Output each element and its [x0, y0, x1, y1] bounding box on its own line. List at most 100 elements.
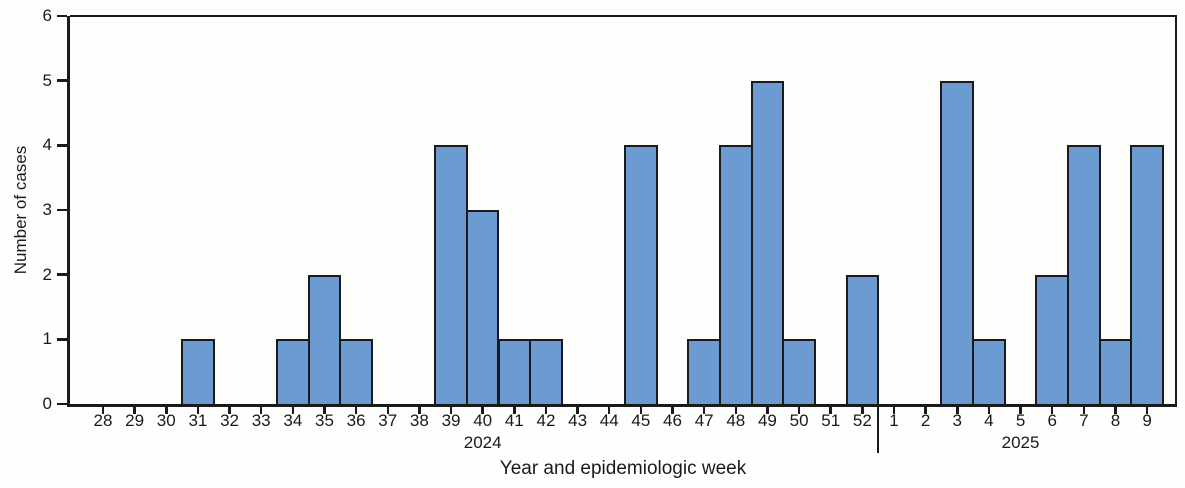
week-label: 31 — [188, 411, 208, 430]
case-bar — [782, 339, 816, 404]
x-axis-tick — [481, 407, 484, 414]
week-label: 9 — [1142, 411, 1152, 430]
week-label: 1 — [889, 411, 899, 430]
week-label: 43 — [568, 411, 588, 430]
x-axis-tick — [797, 407, 801, 414]
y-tick-label: 6 — [42, 6, 52, 25]
case-bar — [181, 339, 215, 404]
week-label: 32 — [220, 411, 239, 430]
y-axis-line — [67, 16, 70, 407]
week-label: 33 — [251, 411, 271, 430]
y-axis-tick — [57, 14, 67, 18]
x-axis-tick — [892, 407, 896, 414]
x-axis-tick — [734, 407, 738, 414]
case-bar — [624, 145, 658, 404]
case-bar — [339, 339, 373, 404]
case-bar — [1067, 145, 1101, 404]
week-label: 29 — [125, 411, 145, 430]
week-label: 4 — [984, 411, 994, 430]
x-axis-tick — [196, 407, 200, 414]
x-axis-tick — [702, 407, 706, 414]
x-axis-tick — [291, 407, 295, 414]
week-label: 3 — [952, 411, 962, 430]
case-bar — [529, 339, 563, 404]
week-label: 49 — [757, 411, 777, 430]
y-tick-label: 5 — [42, 70, 52, 90]
week-label: 50 — [789, 411, 809, 430]
x-axis-tick — [671, 407, 674, 414]
week-label: 7 — [1079, 411, 1089, 430]
case-bar — [434, 145, 468, 404]
y-tick-label: 3 — [42, 200, 52, 219]
week-label: 30 — [156, 411, 176, 430]
x-axis-tick — [1145, 407, 1149, 414]
case-bar — [307, 274, 342, 404]
x-axis-tick — [987, 407, 991, 414]
week-label: 51 — [821, 411, 841, 430]
x-axis-tick — [1050, 407, 1054, 414]
case-bar — [276, 339, 310, 404]
week-label: 44 — [599, 411, 619, 430]
x-axis-tick — [259, 407, 263, 414]
y-axis-tick — [57, 79, 67, 82]
x-axis-tick — [1114, 407, 1117, 414]
x-axis-tick — [133, 407, 136, 414]
plot-right-border — [1175, 16, 1177, 404]
year-separator-line — [877, 404, 880, 453]
y-axis-tick — [57, 208, 67, 212]
x-axis-tick — [323, 407, 326, 414]
case-bar — [497, 339, 532, 404]
case-bar — [1035, 274, 1069, 404]
y-tick-label: 1 — [42, 329, 52, 349]
week-label: 28 — [93, 411, 113, 430]
plot-top-border — [70, 15, 1177, 17]
y-tick-label: 2 — [42, 264, 52, 284]
x-axis-tick — [386, 407, 389, 414]
y-tick-label: 4 — [42, 135, 52, 155]
week-label: 47 — [694, 411, 714, 430]
x-axis-tick — [228, 407, 231, 414]
week-label: 8 — [1110, 411, 1121, 430]
case-bar — [465, 210, 500, 404]
week-label: 37 — [378, 411, 398, 430]
week-label: 39 — [441, 411, 461, 430]
x-axis-tick — [449, 407, 453, 414]
y-axis-tick — [57, 273, 67, 276]
week-label: 41 — [504, 411, 524, 430]
x-axis-tick — [101, 407, 105, 414]
x-axis-tick — [956, 407, 959, 414]
x-axis-tick — [354, 407, 358, 414]
week-label: 48 — [726, 411, 746, 430]
week-label: 36 — [346, 411, 366, 430]
week-label: 42 — [536, 411, 556, 430]
year-label: 2024 — [463, 433, 502, 452]
case-bar — [718, 145, 753, 404]
x-axis-tick — [924, 407, 927, 414]
y-axis-tick — [57, 402, 67, 406]
x-axis-tick — [639, 407, 643, 414]
y-axis-tick — [57, 338, 67, 341]
case-bar — [1098, 339, 1133, 404]
x-axis-tick — [766, 407, 769, 414]
x-axis-tick — [861, 407, 864, 414]
case-bar — [750, 80, 785, 404]
x-axis-tick — [829, 407, 832, 414]
case-bar — [972, 339, 1006, 404]
case-bar — [687, 339, 721, 404]
week-label: 2 — [920, 411, 931, 430]
week-label: 38 — [409, 411, 429, 430]
case-bar — [845, 274, 880, 404]
case-bar — [1130, 145, 1164, 404]
x-axis-tick — [544, 407, 548, 414]
week-label: 52 — [852, 411, 872, 430]
week-label: 45 — [631, 411, 651, 430]
x-axis-tick — [576, 407, 579, 414]
week-label: 46 — [663, 411, 682, 430]
x-axis-tick — [607, 407, 611, 414]
week-label: 35 — [315, 411, 334, 430]
case-bar — [940, 80, 975, 404]
x-axis-tick — [418, 407, 421, 414]
week-label: 6 — [1047, 411, 1057, 430]
x-axis-tick — [513, 407, 516, 414]
